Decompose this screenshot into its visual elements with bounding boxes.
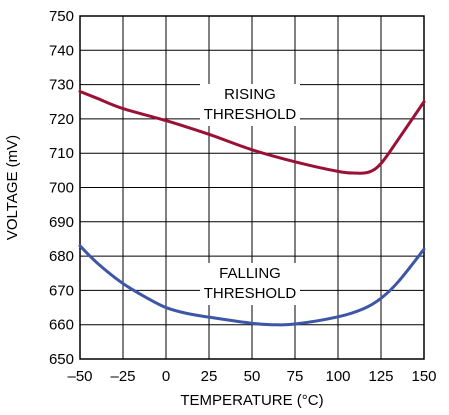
x-axis-title: TEMPERATURE (°C) [180, 392, 323, 409]
grid [80, 16, 424, 359]
y-tick-label: 750 [49, 8, 74, 25]
y-tick-label: 700 [49, 180, 74, 197]
annotation-text: FALLING [219, 265, 281, 282]
rising-threshold-label: RISING THRESHOLD [200, 84, 300, 126]
y-tick-label: 720 [49, 111, 74, 128]
y-tick-label: 650 [49, 351, 74, 368]
falling-threshold-label: FALLING THRESHOLD [200, 263, 300, 305]
y-tick-label: 710 [49, 145, 74, 162]
annotation-text: RISING [224, 86, 276, 103]
annotation-text: THRESHOLD [204, 285, 297, 302]
annotation-background [200, 263, 300, 305]
y-tick-label: 730 [49, 77, 74, 94]
annotation-background [200, 84, 300, 126]
y-axis-title: VOLTAGE (mV) [4, 135, 21, 240]
x-tick-label: 150 [411, 368, 436, 385]
y-tick-label: 660 [49, 317, 74, 334]
y-tick-label: 680 [49, 248, 74, 265]
x-tick-label: –50 [67, 368, 92, 385]
x-tick-labels: –50 –25 0 25 50 75 100 125 150 [67, 368, 436, 385]
x-tick-label: 0 [162, 368, 170, 385]
y-tick-label: 670 [49, 282, 74, 299]
x-tick-label: 50 [244, 368, 261, 385]
x-tick-label: 25 [201, 368, 218, 385]
x-tick-label: –25 [110, 368, 135, 385]
y-tick-label: 690 [49, 214, 74, 231]
x-tick-label: 100 [325, 368, 350, 385]
annotations: RISING THRESHOLD FALLING THRESHOLD [200, 84, 300, 305]
x-tick-label: 75 [287, 368, 304, 385]
rising-threshold-line [78, 89, 426, 175]
series-layer [78, 89, 426, 327]
falling-threshold-line [78, 244, 426, 327]
y-tick-label: 740 [49, 42, 74, 59]
x-tick-label: 125 [368, 368, 393, 385]
annotation-text: THRESHOLD [204, 106, 297, 123]
y-tick-labels: 650 660 670 680 690 700 710 720 730 740 750 [49, 8, 74, 368]
plot-frame [79, 15, 425, 360]
